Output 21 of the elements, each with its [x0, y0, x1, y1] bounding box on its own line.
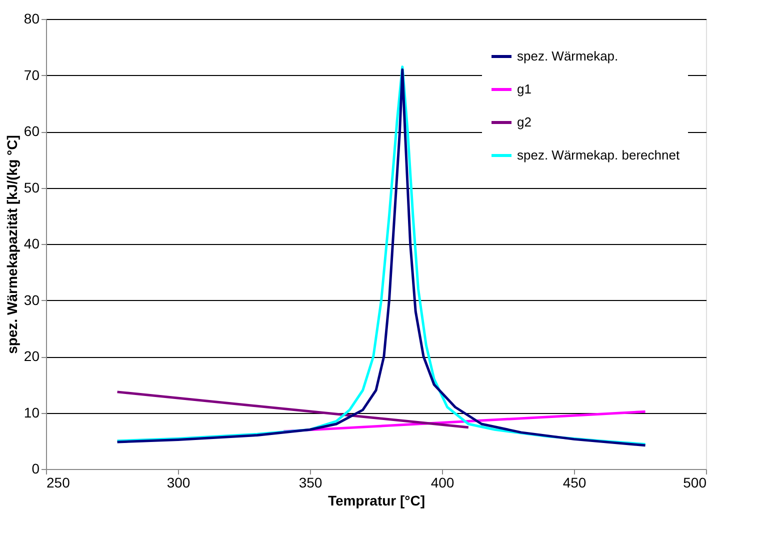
y-tick-label: 70 [24, 66, 40, 83]
legend-label: g2 [517, 114, 532, 130]
y-tick-label: 30 [24, 292, 40, 308]
x-tick-label: 350 [298, 474, 322, 490]
legend-label: spez. Wärmekap. [517, 48, 618, 64]
y-tick-label: 0 [32, 460, 40, 476]
legend-label: g1 [517, 82, 532, 96]
x-axis-title: Tempratur [°C] [328, 492, 426, 508]
y-tick-label: 80 [24, 10, 40, 26]
y-axis-title: spez. Wärmekapazität [kJ/(kg °C] [4, 135, 20, 354]
x-tick-label: 500 [683, 474, 707, 490]
x-tick-label: 400 [430, 474, 454, 490]
y-tick-label: 60 [24, 123, 40, 139]
x-tick-label: 250 [46, 474, 70, 490]
x-tick-label: 300 [166, 474, 190, 490]
y-tick-label: 40 [24, 236, 40, 252]
legend-label: spez. Wärmekap. berechnet [517, 148, 680, 162]
y-tick-label: 10 [24, 404, 40, 420]
x-tick-label: 450 [562, 474, 586, 490]
y-tick-label: 50 [24, 179, 40, 196]
y-tick-label: 20 [24, 348, 40, 364]
